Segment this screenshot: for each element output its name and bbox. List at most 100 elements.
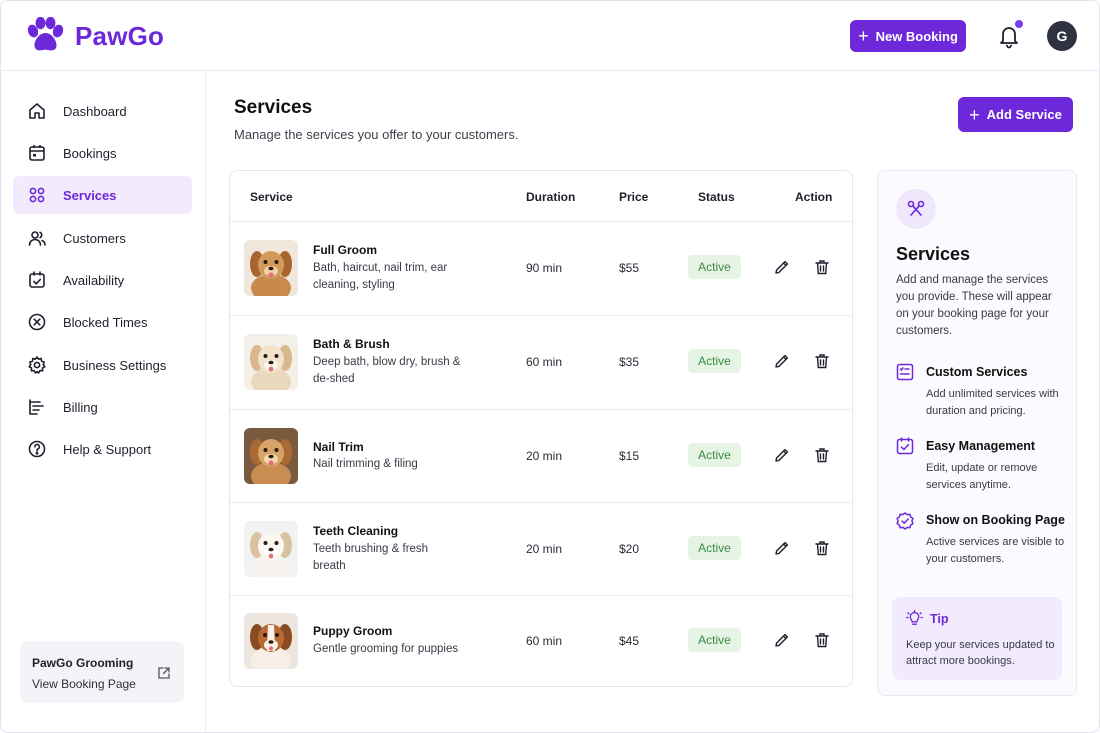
table-row[interactable]: Full Groom Bath, haircut, nail trim, ear… <box>230 222 852 316</box>
external-link-icon <box>158 667 170 679</box>
view-booking-page-card[interactable]: PawGo Grooming View Booking Page <box>20 641 184 703</box>
status-badge: Active <box>688 349 741 373</box>
edit-icon[interactable] <box>774 353 790 369</box>
page-subtitle: Manage the services you offer to your cu… <box>234 127 519 142</box>
column-header-status: Status <box>698 190 735 204</box>
service-price: $20 <box>619 542 640 556</box>
service-photo <box>244 521 298 577</box>
service-photo <box>244 428 298 484</box>
trash-icon[interactable] <box>814 447 830 463</box>
add-service-label: Add Service <box>986 107 1062 122</box>
new-booking-button[interactable]: + New Booking <box>850 20 966 52</box>
gear-icon <box>28 356 46 374</box>
service-description: Gentle grooming for puppies <box>313 643 459 655</box>
edit-icon[interactable] <box>774 259 790 275</box>
sidebar-item-bookings[interactable]: Bookings <box>13 134 192 172</box>
sidebar-item-label: Business Settings <box>63 357 167 373</box>
service-duration: 60 min <box>526 634 563 648</box>
calendar-icon <box>29 145 45 161</box>
feature-description: Edit, update or remove services anytime. <box>926 462 1038 491</box>
service-photo <box>244 240 298 296</box>
status-badge: Active <box>688 443 741 467</box>
service-name: Full Groom <box>313 243 377 257</box>
feature-description: Active services are visible to your cust… <box>926 536 1065 565</box>
column-header-duration: Duration <box>526 190 576 204</box>
lightbulb-icon <box>906 610 923 625</box>
plus-icon: + <box>969 104 980 125</box>
sidebar-item-label: Billing <box>63 399 98 415</box>
page-title: Services <box>234 97 313 118</box>
grid-icon <box>29 187 45 203</box>
services-table: Service Duration Price Status Action <box>229 170 853 687</box>
view-booking-page-link[interactable]: View Booking Page <box>32 677 136 691</box>
dog-photo-icon <box>244 521 298 577</box>
sidebar-item-label: Customers <box>63 230 126 246</box>
table-row[interactable]: Nail Trim Nail trimming & filing 20 min … <box>230 410 852 503</box>
sidebar-item-business-settings[interactable]: Business Settings <box>13 346 192 384</box>
plus-icon: + <box>858 26 869 46</box>
add-service-button[interactable]: + Add Service <box>958 97 1073 132</box>
service-price: $45 <box>619 634 640 648</box>
sidebar: Dashboard Bookings Services Customers Av… <box>1 71 206 732</box>
sidebar-item-label: Bookings <box>63 145 117 161</box>
business-name: PawGo Grooming <box>32 656 134 670</box>
sidebar-item-billing[interactable]: Billing <box>13 388 192 426</box>
top-header: PawGo + New Booking G <box>1 1 1099 71</box>
column-header-service: Service <box>250 190 293 204</box>
service-name: Bath & Brush <box>313 337 390 351</box>
table-row[interactable]: Bath & Brush Deep bath, blow dry, brush … <box>230 316 852 410</box>
trash-icon[interactable] <box>814 540 830 556</box>
dog-photo-icon <box>244 613 298 669</box>
home-icon <box>29 103 45 119</box>
tip-text: Keep your services updated to attract mo… <box>906 639 1055 667</box>
table-row[interactable]: Teeth Cleaning Teeth brushing & fresh br… <box>230 503 852 596</box>
logo[interactable]: PawGo <box>25 17 164 55</box>
sidebar-item-help-support[interactable]: Help & Support <box>13 430 192 468</box>
calendar-check-icon <box>29 271 45 288</box>
service-name: Puppy Groom <box>313 624 393 638</box>
badge-check-icon <box>896 512 914 530</box>
trash-icon[interactable] <box>814 353 830 369</box>
feature-title: Easy Management <box>926 439 1036 453</box>
status-badge: Active <box>688 255 741 279</box>
x-circle-icon <box>28 313 46 331</box>
tip-box: Tip Keep your services updated to attrac… <box>892 597 1062 680</box>
service-name: Teeth Cleaning <box>313 524 399 538</box>
sidebar-item-label: Services <box>63 187 117 203</box>
info-title: Services <box>896 244 971 264</box>
services-info-panel: Services Add and manage the services you… <box>877 170 1077 696</box>
service-photo <box>244 613 298 669</box>
table-row[interactable]: Puppy Groom Gentle grooming for puppies … <box>230 596 852 686</box>
status-badge: Active <box>688 628 741 652</box>
feature-description: Add unlimited services with duration and… <box>926 388 1059 417</box>
service-description: Teeth brushing & fresh breath <box>313 543 429 572</box>
list-icon <box>896 363 914 381</box>
info-description: Add and manage the services you provide.… <box>896 274 1052 337</box>
billing-icon <box>29 399 44 415</box>
sidebar-item-availability[interactable]: Availability <box>13 261 192 299</box>
help-icon <box>28 440 46 458</box>
notification-dot <box>1015 20 1023 28</box>
sidebar-item-services[interactable]: Services <box>13 176 192 214</box>
dog-photo-icon <box>244 334 298 390</box>
edit-icon[interactable] <box>774 540 790 556</box>
sidebar-item-dashboard[interactable]: Dashboard <box>13 92 192 130</box>
edit-icon[interactable] <box>774 632 790 648</box>
bell-icon[interactable] <box>997 23 1021 49</box>
new-booking-label: New Booking <box>875 28 958 44</box>
service-price: $35 <box>619 355 640 369</box>
sidebar-item-blocked-times[interactable]: Blocked Times <box>13 303 192 341</box>
service-duration: 60 min <box>526 355 563 369</box>
service-name: Nail Trim <box>313 440 364 454</box>
trash-icon[interactable] <box>814 632 830 648</box>
feature-title: Custom Services <box>926 365 1028 379</box>
trash-icon[interactable] <box>814 259 830 275</box>
service-description: Nail trimming & filing <box>313 458 418 470</box>
dog-photo-icon <box>244 240 298 296</box>
sidebar-item-customers[interactable]: Customers <box>13 219 192 257</box>
avatar[interactable]: G <box>1047 21 1077 51</box>
users-icon <box>28 231 46 246</box>
column-header-price: Price <box>619 190 649 204</box>
edit-icon[interactable] <box>774 447 790 463</box>
service-duration: 20 min <box>526 449 563 463</box>
